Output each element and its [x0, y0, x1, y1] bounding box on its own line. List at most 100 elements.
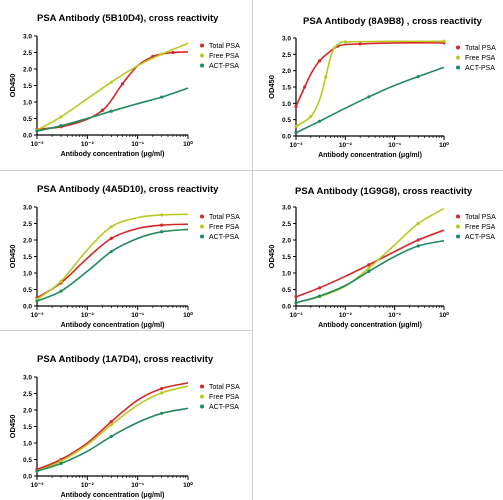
data-point-total-psa	[294, 295, 298, 299]
data-point-act-psa	[109, 249, 113, 254]
x-axis-label: Antibody concentration (μg/ml)	[61, 322, 165, 329]
y-tick-label: 1.5	[23, 424, 32, 431]
data-point-total-psa	[317, 286, 322, 290]
legend-marker-total-psa	[200, 214, 204, 219]
data-point-act-psa	[317, 294, 322, 298]
legend-label-total-psa: Total PSA	[465, 214, 496, 221]
x-tick-label: 10⁻³	[290, 142, 304, 149]
series-line-free-psa	[295, 40, 445, 127]
y-tick-label: 0.0	[282, 134, 291, 141]
series-line-act-psa	[36, 87, 189, 132]
y-tick-label: 3.0	[23, 375, 32, 382]
data-point-free-psa	[59, 459, 63, 463]
y-tick-label: 0.5	[23, 287, 32, 294]
data-point-act-psa	[35, 469, 39, 473]
y-tick-label: 2.0	[282, 68, 291, 75]
chart-panel-1a7d4: PSA Antibody (1A7D4), cross reactivity 0.…	[0, 331, 252, 500]
y-axis-label: OD450	[267, 75, 276, 99]
y-tick-label: 0.0	[23, 474, 32, 481]
y-tick-label: 2.0	[23, 238, 32, 245]
data-point-free-psa	[109, 225, 113, 229]
legend-marker-act-psa	[456, 65, 460, 70]
y-tick-label: 3.0	[23, 205, 32, 212]
legend-label-free-psa: Free PSA	[465, 224, 496, 231]
data-point-act-psa	[160, 95, 164, 99]
data-point-act-psa	[35, 129, 39, 133]
x-tick-label: 10⁻²	[81, 482, 95, 489]
data-point-total-psa	[100, 108, 105, 112]
y-tick-label: 3.0	[282, 36, 291, 43]
data-point-act-psa	[416, 244, 420, 248]
data-point-total-psa	[160, 386, 164, 391]
data-point-act-psa	[160, 411, 164, 415]
y-axis-label: OD450	[8, 74, 17, 98]
legend-label-free-psa: Free PSA	[465, 55, 496, 62]
y-axis-label: OD450	[8, 415, 17, 439]
x-axis-label: Antibody concentration (μg/ml)	[318, 322, 422, 329]
data-point-free-psa	[160, 213, 164, 217]
legend-marker-free-psa	[200, 224, 204, 229]
vertical-divider	[252, 0, 253, 500]
data-point-total-psa	[171, 50, 175, 55]
y-tick-label: 1.5	[282, 254, 291, 261]
x-tick-label: 10⁻³	[290, 312, 304, 319]
legend-label-total-psa: Total PSA	[209, 384, 240, 391]
data-point-act-psa	[59, 289, 63, 293]
data-point-act-psa	[109, 109, 113, 113]
data-point-total-psa	[294, 105, 298, 109]
data-point-act-psa	[367, 269, 371, 273]
chart-1a7d4-svg: PSA Antibody (1A7D4), cross reactivity 0.…	[8, 354, 240, 499]
y-tick-label: 3.0	[23, 34, 32, 41]
legend-label-act-psa: ACT-PSA	[209, 63, 239, 70]
y-tick-label: 2.5	[282, 52, 291, 59]
data-point-total-psa	[109, 236, 113, 240]
chart-8a9b8-svg: PSA Antibody (8A9B8) , cross reactivity 0…	[267, 16, 496, 159]
x-tick-label: 10⁻¹	[388, 312, 401, 319]
y-tick-label: 2.0	[23, 408, 32, 415]
y-tick-label: 0.5	[282, 287, 291, 294]
legend-marker-total-psa	[456, 45, 460, 50]
series-line-free-psa	[36, 385, 189, 472]
series-line-total-psa	[295, 229, 445, 298]
legend-label-act-psa: ACT-PSA	[209, 234, 239, 241]
x-tick-label: 10⁻²	[339, 312, 353, 319]
y-tick-label: 2.0	[282, 238, 291, 245]
data-point-act-psa	[35, 299, 39, 303]
legend-marker-free-psa	[200, 394, 204, 399]
data-point-free-psa	[160, 391, 164, 395]
data-point-free-psa	[294, 124, 298, 128]
data-point-total-psa	[109, 419, 113, 424]
x-tick-label: 10⁰	[439, 311, 449, 319]
data-point-act-psa	[294, 131, 298, 135]
y-tick-label: 0.5	[282, 117, 291, 124]
data-point-act-psa	[416, 74, 420, 79]
y-tick-label: 2.5	[23, 50, 32, 57]
legend-label-act-psa: ACT-PSA	[209, 404, 239, 411]
y-tick-label: 1.0	[23, 441, 32, 448]
y-tick-label: 0.0	[23, 304, 32, 311]
y-tick-label: 1.5	[282, 85, 291, 92]
x-tick-label: 10⁻³	[31, 312, 45, 319]
data-point-free-psa	[160, 52, 164, 56]
data-point-total-psa	[120, 82, 125, 86]
x-tick-label: 10⁰	[183, 481, 193, 489]
x-tick-label: 10⁻¹	[388, 142, 401, 149]
data-point-act-psa	[294, 301, 298, 305]
legend-marker-free-psa	[200, 53, 204, 58]
y-tick-label: 0.0	[23, 133, 32, 140]
legend-marker-act-psa	[200, 234, 204, 239]
y-tick-label: 1.5	[23, 254, 32, 261]
data-point-act-psa	[109, 434, 113, 438]
x-tick-label: 10⁻²	[339, 142, 353, 149]
y-axis-label: OD450	[8, 245, 17, 269]
legend-label-act-psa: ACT-PSA	[465, 65, 495, 72]
series-line-total-psa	[36, 382, 189, 471]
chart-panel-1g9g8: PSA Antibody (1G9G8), cross reactivity 0.…	[253, 171, 503, 330]
chart-title: PSA Antibody (5B10D4), cross reactivity	[37, 13, 219, 24]
x-axis-label: Antibody concentration (μg/ml)	[318, 152, 422, 159]
y-tick-label: 2.0	[23, 67, 32, 74]
chart-title: PSA Antibody (1G9G8), cross reactivity	[295, 186, 473, 197]
legend-marker-total-psa	[200, 384, 204, 389]
horizontal-divider-1	[0, 170, 503, 171]
legend-marker-total-psa	[200, 43, 204, 48]
